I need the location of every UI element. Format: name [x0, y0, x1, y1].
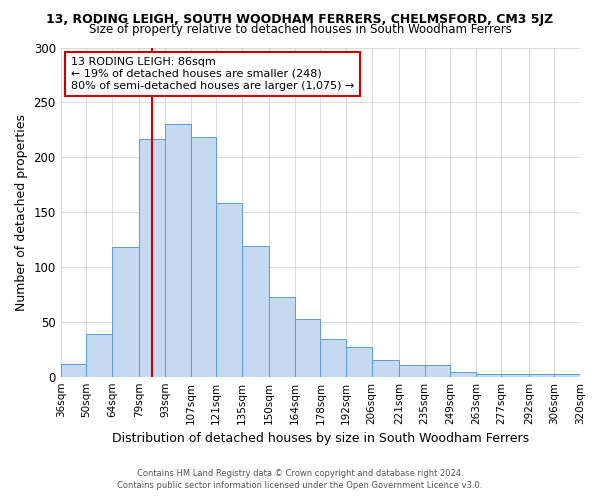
Bar [216, 204, 242, 376]
Bar [425, 364, 450, 376]
Text: Contains HM Land Registry data © Crown copyright and database right 2024.
Contai: Contains HM Land Registry data © Crown c… [118, 468, 482, 490]
Text: 13, RODING LEIGH, SOUTH WOODHAM FERRERS, CHELMSFORD, CM3 5JZ: 13, RODING LEIGH, SOUTH WOODHAM FERRERS,… [46, 12, 554, 26]
Text: 13 RODING LEIGH: 86sqm
← 19% of detached houses are smaller (248)
80% of semi-de: 13 RODING LEIGH: 86sqm ← 19% of detached… [71, 58, 355, 90]
Bar [502, 374, 529, 376]
Y-axis label: Number of detached properties: Number of detached properties [15, 114, 28, 310]
Bar [61, 364, 86, 376]
Bar [295, 318, 320, 376]
Bar [346, 347, 371, 376]
Bar [191, 138, 216, 376]
Bar [269, 296, 295, 376]
Bar [139, 138, 165, 376]
Bar [529, 374, 554, 376]
Bar [165, 124, 191, 376]
Bar [450, 372, 476, 376]
Bar [476, 374, 502, 376]
Bar [399, 364, 425, 376]
Text: Size of property relative to detached houses in South Woodham Ferrers: Size of property relative to detached ho… [89, 22, 511, 36]
X-axis label: Distribution of detached houses by size in South Woodham Ferrers: Distribution of detached houses by size … [112, 432, 529, 445]
Bar [242, 246, 269, 376]
Bar [112, 247, 139, 376]
Bar [320, 340, 346, 376]
Bar [554, 374, 580, 376]
Bar [86, 334, 112, 376]
Bar [371, 360, 399, 376]
